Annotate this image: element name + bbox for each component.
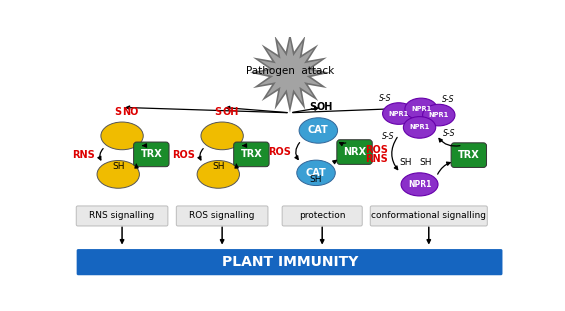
Ellipse shape (403, 117, 436, 138)
Polygon shape (250, 33, 330, 113)
Text: conformational signalling: conformational signalling (371, 211, 486, 220)
Ellipse shape (423, 104, 455, 126)
Text: S-S: S-S (382, 132, 394, 141)
Text: TRX: TRX (458, 150, 480, 160)
Text: ROS: ROS (365, 145, 388, 155)
Text: SH: SH (212, 161, 224, 170)
Text: NRX: NRX (343, 147, 366, 157)
Text: OH: OH (317, 102, 333, 112)
FancyBboxPatch shape (282, 206, 362, 226)
Text: CAT: CAT (306, 168, 327, 178)
Text: ROS: ROS (268, 147, 292, 157)
Text: NPR1: NPR1 (389, 110, 409, 117)
FancyBboxPatch shape (370, 206, 487, 226)
Ellipse shape (97, 160, 140, 188)
Text: protection: protection (299, 211, 345, 220)
Text: ROS: ROS (172, 150, 195, 160)
Text: Pathogen  attack: Pathogen attack (246, 66, 334, 76)
Text: RNS signalling: RNS signalling (89, 211, 155, 220)
Text: S-S: S-S (444, 129, 456, 138)
Ellipse shape (197, 160, 240, 188)
FancyBboxPatch shape (451, 143, 486, 167)
FancyBboxPatch shape (234, 142, 269, 167)
Text: ROS signalling: ROS signalling (189, 211, 255, 220)
FancyBboxPatch shape (133, 142, 169, 167)
Text: SH: SH (419, 158, 432, 167)
Text: PLANT IMMUNITY: PLANT IMMUNITY (221, 255, 358, 269)
Text: NO: NO (122, 107, 138, 117)
Text: TRX: TRX (241, 149, 262, 159)
Text: S: S (309, 102, 316, 112)
Ellipse shape (201, 122, 244, 150)
Text: NPR1: NPR1 (408, 180, 431, 189)
Text: S-S: S-S (379, 94, 391, 103)
Text: CAT: CAT (308, 126, 329, 136)
Text: TRX: TRX (141, 149, 162, 159)
Ellipse shape (101, 122, 144, 150)
Text: RNS: RNS (365, 154, 388, 164)
Text: RNS: RNS (72, 150, 95, 160)
Text: OH: OH (222, 107, 238, 117)
Text: S-S: S-S (442, 95, 454, 104)
Ellipse shape (401, 173, 438, 196)
Polygon shape (257, 39, 323, 106)
Text: S: S (214, 107, 221, 117)
Text: SH: SH (399, 158, 412, 167)
Ellipse shape (299, 118, 338, 143)
Text: NPR1: NPR1 (410, 124, 429, 130)
FancyBboxPatch shape (337, 140, 372, 165)
Text: S: S (114, 107, 121, 117)
Ellipse shape (383, 103, 415, 124)
Text: NPR1: NPR1 (429, 112, 449, 118)
FancyBboxPatch shape (77, 249, 502, 275)
FancyBboxPatch shape (176, 206, 268, 226)
Text: NPR1: NPR1 (411, 106, 431, 112)
Ellipse shape (405, 98, 437, 120)
Ellipse shape (297, 160, 335, 186)
Text: SH: SH (310, 175, 322, 184)
FancyBboxPatch shape (76, 206, 168, 226)
Text: SH: SH (112, 161, 124, 170)
